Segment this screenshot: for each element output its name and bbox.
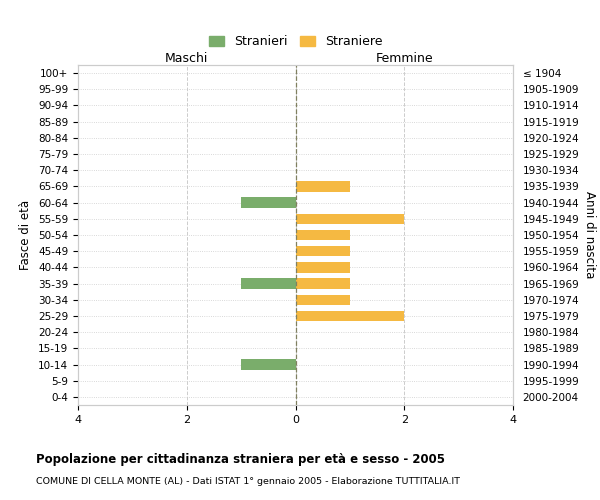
Bar — [296, 262, 350, 272]
Bar — [296, 181, 350, 192]
Bar — [296, 294, 350, 305]
Text: Popolazione per cittadinanza straniera per età e sesso - 2005: Popolazione per cittadinanza straniera p… — [36, 452, 445, 466]
Text: Femmine: Femmine — [376, 52, 433, 65]
Y-axis label: Fasce di età: Fasce di età — [19, 200, 32, 270]
Text: COMUNE DI CELLA MONTE (AL) - Dati ISTAT 1° gennaio 2005 - Elaborazione TUTTITALI: COMUNE DI CELLA MONTE (AL) - Dati ISTAT … — [36, 478, 460, 486]
Bar — [296, 230, 350, 240]
Bar — [241, 278, 296, 289]
Bar — [296, 278, 350, 289]
Bar — [241, 360, 296, 370]
Bar — [296, 246, 350, 256]
Text: Maschi: Maschi — [165, 52, 208, 65]
Bar — [241, 198, 296, 208]
Legend: Stranieri, Straniere: Stranieri, Straniere — [204, 30, 387, 54]
Y-axis label: Anni di nascita: Anni di nascita — [583, 192, 596, 278]
Bar — [296, 214, 404, 224]
Bar — [296, 310, 404, 321]
